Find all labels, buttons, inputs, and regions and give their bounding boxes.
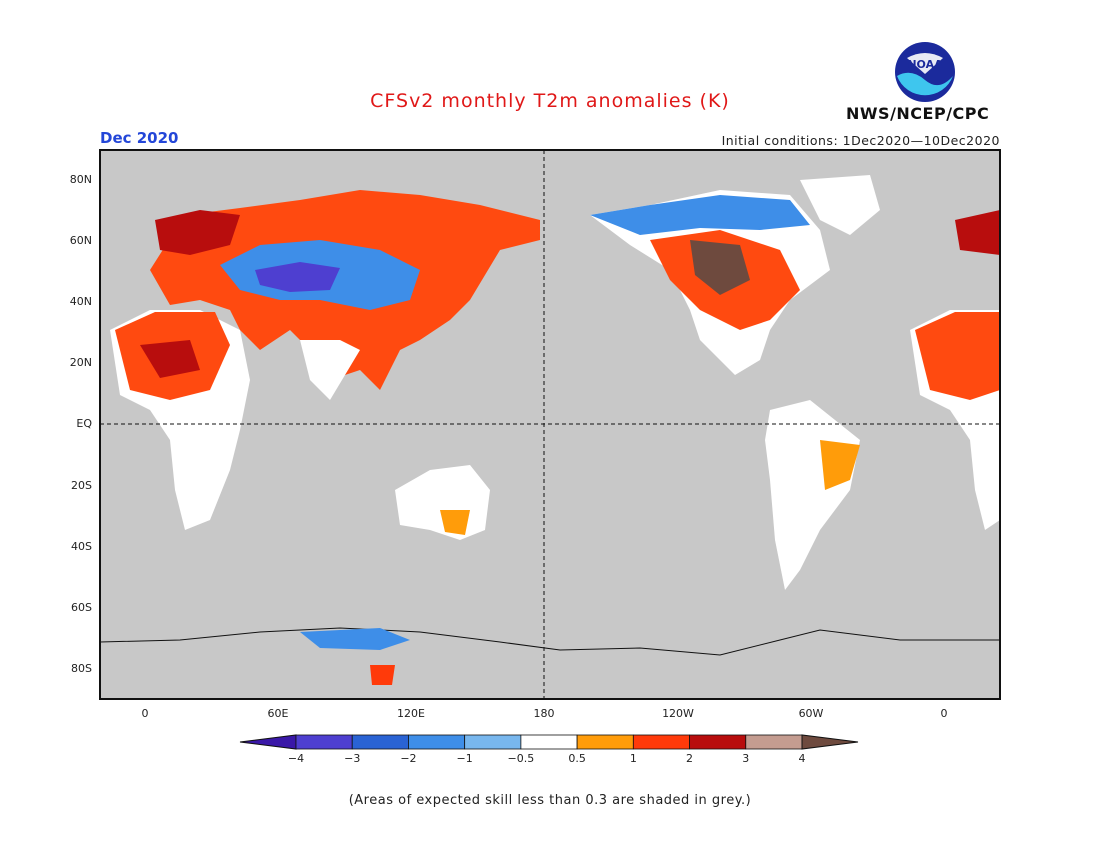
europe-repeat — [955, 210, 1000, 255]
map-frame — [99, 149, 1001, 700]
longitude-label: 60E — [267, 707, 289, 720]
latitude-label: 80N — [69, 173, 92, 186]
colorbar-arrow-low — [239, 734, 297, 750]
colorbar-segment — [295, 734, 353, 750]
canada-cold — [590, 195, 810, 235]
colorbar-tick-label: −0.5 — [507, 752, 535, 765]
longitude-label: 120E — [397, 707, 425, 720]
latitude-label: 40N — [69, 295, 92, 308]
colorbar-segment — [576, 734, 634, 750]
latitude-label: EQ — [76, 417, 92, 430]
antarctica-warm — [370, 665, 395, 685]
colorbar-tick-label: 0.5 — [568, 752, 586, 765]
longitude-label: 120W — [662, 707, 694, 720]
latitude-label: 80S — [71, 662, 92, 675]
colorbar-segment — [520, 734, 578, 750]
initial-conditions: Initial conditions: 1Dec2020—10Dec2020 — [721, 133, 1000, 148]
colorbar-segment — [632, 734, 690, 750]
longitude-label: 180 — [533, 707, 555, 720]
colorbar-segment — [351, 734, 409, 750]
colorbar-segment — [464, 734, 522, 750]
colorbar-segment — [745, 734, 803, 750]
canada-hot-core — [690, 240, 750, 295]
colorbar-tick-label: −2 — [400, 752, 417, 765]
anomaly-layer — [100, 175, 1000, 685]
latitude-label: 60N — [69, 234, 92, 247]
map-title: CFSv2 monthly T2m anomalies (K) — [370, 90, 730, 112]
brazil-warm — [820, 440, 860, 490]
antarctica-cold — [300, 628, 410, 650]
colorbar-tick-label: −1 — [456, 752, 473, 765]
colorbar-tick-label: −3 — [344, 752, 361, 765]
skill-footnote: (Areas of expected skill less than 0.3 a… — [348, 793, 752, 808]
longitude-label: 0 — [141, 707, 149, 720]
noaa-logo: NOAA — [895, 42, 955, 102]
logo-text: NOAA — [907, 58, 943, 71]
colorbar-tick-label: 4 — [798, 752, 806, 765]
colorbar-segment — [408, 734, 466, 750]
colorbar-segment — [689, 734, 747, 750]
colorbar-arrow-high — [801, 734, 859, 750]
sahara-repeat — [915, 312, 1000, 400]
colorbar-tick-label: 1 — [629, 752, 637, 765]
colorbar-tick-label: −4 — [287, 752, 305, 765]
india-land — [300, 340, 360, 400]
longitude-label: 0 — [940, 707, 948, 720]
antarctica-coast — [100, 627, 1000, 656]
latitude-label: 20N — [69, 356, 92, 369]
siberia-cold-core — [255, 262, 340, 292]
europe-warm — [155, 210, 240, 255]
sahara-core — [140, 340, 200, 378]
latitude-label: 40S — [71, 540, 92, 553]
latitude-label: 60S — [71, 601, 92, 614]
latitude-label: 20S — [71, 479, 92, 492]
colorbar-tick-label: 3 — [742, 752, 750, 765]
greenland-land — [800, 175, 880, 235]
colorbar-tick-label: 2 — [686, 752, 694, 765]
australia-warm — [440, 510, 470, 535]
agency-label: NWS/NCEP/CPC — [846, 104, 990, 123]
forecast-month: Dec 2020 — [100, 129, 179, 147]
longitude-label: 60W — [798, 707, 824, 720]
